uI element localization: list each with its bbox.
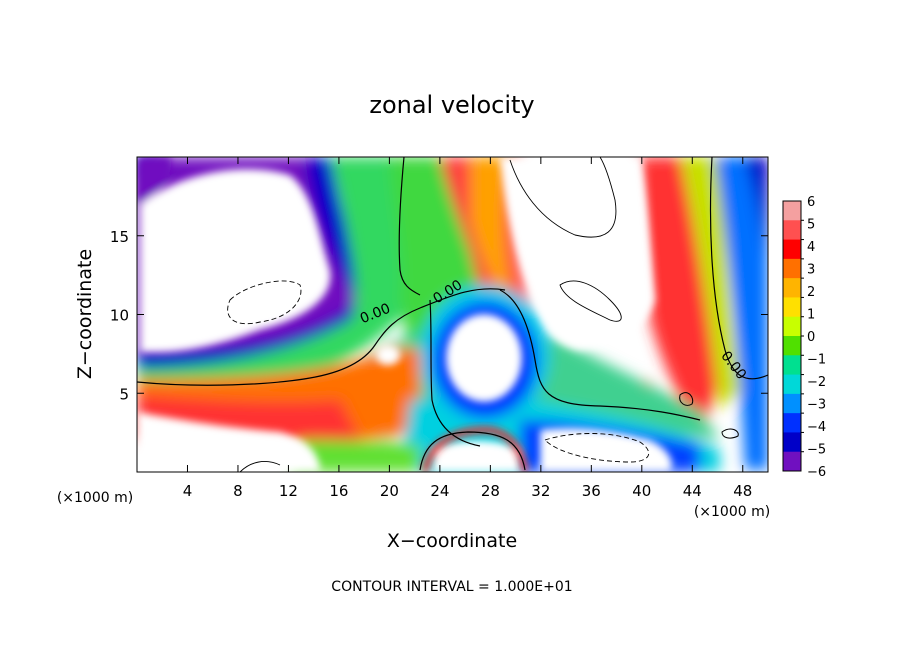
colorbar-swatch xyxy=(783,258,801,279)
colorbar-swatch xyxy=(783,374,801,395)
y-axis-label: Z−coordinate xyxy=(74,249,96,379)
x-tick-label: 44 xyxy=(683,482,702,500)
colorbar-label: 4 xyxy=(807,240,815,255)
x-tick-label: 32 xyxy=(531,482,550,500)
colorbar-label: 1 xyxy=(807,308,815,323)
colorbar-label: 3 xyxy=(807,263,815,278)
colorbar-swatch xyxy=(783,297,801,318)
colorbar-swatch xyxy=(783,220,801,241)
x-tick-label: 20 xyxy=(380,482,399,500)
colorbar-swatch xyxy=(783,336,801,356)
x-tick-label: 16 xyxy=(329,482,348,500)
y-axis-ticks: 5 10 15 xyxy=(110,228,768,403)
colorbar-label: −5 xyxy=(807,443,826,458)
colorbar-label: −2 xyxy=(807,375,826,390)
colorbar-swatch xyxy=(783,278,801,298)
colorbar-label: 0 xyxy=(807,330,815,345)
colorbar-swatch xyxy=(783,239,801,260)
colorbar-label: −4 xyxy=(807,420,826,435)
x-tick-label: 4 xyxy=(183,482,193,500)
x-unit-left: (×1000 m) xyxy=(57,490,133,506)
y-tick-label: 15 xyxy=(110,228,129,246)
x-tick-label: 28 xyxy=(481,482,500,500)
x-unit-right: (×1000 m) xyxy=(694,504,770,520)
colorbar: 6 5 4 3 2 1 0 −1 −2 −3 −4 −5 −6 xyxy=(782,195,826,480)
colorbar-label: 5 xyxy=(807,218,815,233)
colorbar-swatch xyxy=(783,316,801,337)
x-tick-label: 24 xyxy=(430,482,449,500)
y-tick-label: 5 xyxy=(119,385,129,403)
colorbar-swatch xyxy=(783,393,801,414)
x-axis-label: X−coordinate xyxy=(387,530,517,552)
colorbar-label: −6 xyxy=(807,465,826,480)
y-tick-label: 10 xyxy=(110,307,129,325)
colorbar-swatch xyxy=(783,355,801,376)
colorbar-swatch xyxy=(783,413,801,433)
colorbar-label: −1 xyxy=(807,353,826,368)
x-tick-label: 36 xyxy=(582,482,601,500)
colorbar-swatch xyxy=(783,451,801,472)
colorbar-label: 2 xyxy=(807,285,815,300)
x-tick-label: 40 xyxy=(632,482,651,500)
x-tick-label: 8 xyxy=(233,482,243,500)
colorbar-swatch xyxy=(783,201,801,221)
colorbar-label: 6 xyxy=(807,195,815,210)
colorbar-swatch xyxy=(783,432,801,453)
chart-title: zonal velocity xyxy=(369,91,534,119)
x-axis-ticks: 4 8 12 16 20 24 28 32 36 40 44 48 xyxy=(183,157,752,500)
contour-interval-note: CONTOUR INTERVAL = 1.000E+01 xyxy=(331,579,572,595)
x-tick-label: 12 xyxy=(279,482,298,500)
colorbar-label: −3 xyxy=(807,398,826,413)
x-tick-label: 48 xyxy=(733,482,752,500)
velocity-field xyxy=(137,157,768,472)
